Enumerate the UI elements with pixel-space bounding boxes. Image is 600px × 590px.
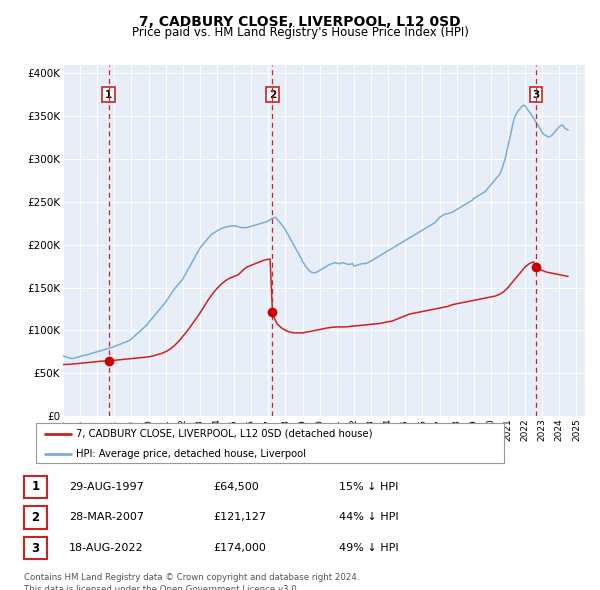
Text: 2: 2 [269,90,276,100]
Text: 29-AUG-1997: 29-AUG-1997 [69,482,144,491]
Text: £174,000: £174,000 [213,543,266,553]
Text: 15% ↓ HPI: 15% ↓ HPI [339,482,398,491]
Text: 1: 1 [31,480,40,493]
Text: Contains HM Land Registry data © Crown copyright and database right 2024.
This d: Contains HM Land Registry data © Crown c… [24,573,359,590]
Text: Price paid vs. HM Land Registry's House Price Index (HPI): Price paid vs. HM Land Registry's House … [131,26,469,39]
Text: 7, CADBURY CLOSE, LIVERPOOL, L12 0SD (detached house): 7, CADBURY CLOSE, LIVERPOOL, L12 0SD (de… [76,429,372,439]
Text: 1: 1 [105,90,112,100]
Text: £121,127: £121,127 [213,513,266,522]
Text: 3: 3 [31,542,40,555]
Text: 49% ↓ HPI: 49% ↓ HPI [339,543,398,553]
Text: 7, CADBURY CLOSE, LIVERPOOL, L12 0SD: 7, CADBURY CLOSE, LIVERPOOL, L12 0SD [139,15,461,29]
Text: 18-AUG-2022: 18-AUG-2022 [69,543,143,553]
Text: HPI: Average price, detached house, Liverpool: HPI: Average price, detached house, Live… [76,449,306,459]
Text: 3: 3 [532,90,539,100]
Text: 44% ↓ HPI: 44% ↓ HPI [339,513,398,522]
Text: 28-MAR-2007: 28-MAR-2007 [69,513,144,522]
Text: 2: 2 [31,511,40,524]
Text: £64,500: £64,500 [213,482,259,491]
